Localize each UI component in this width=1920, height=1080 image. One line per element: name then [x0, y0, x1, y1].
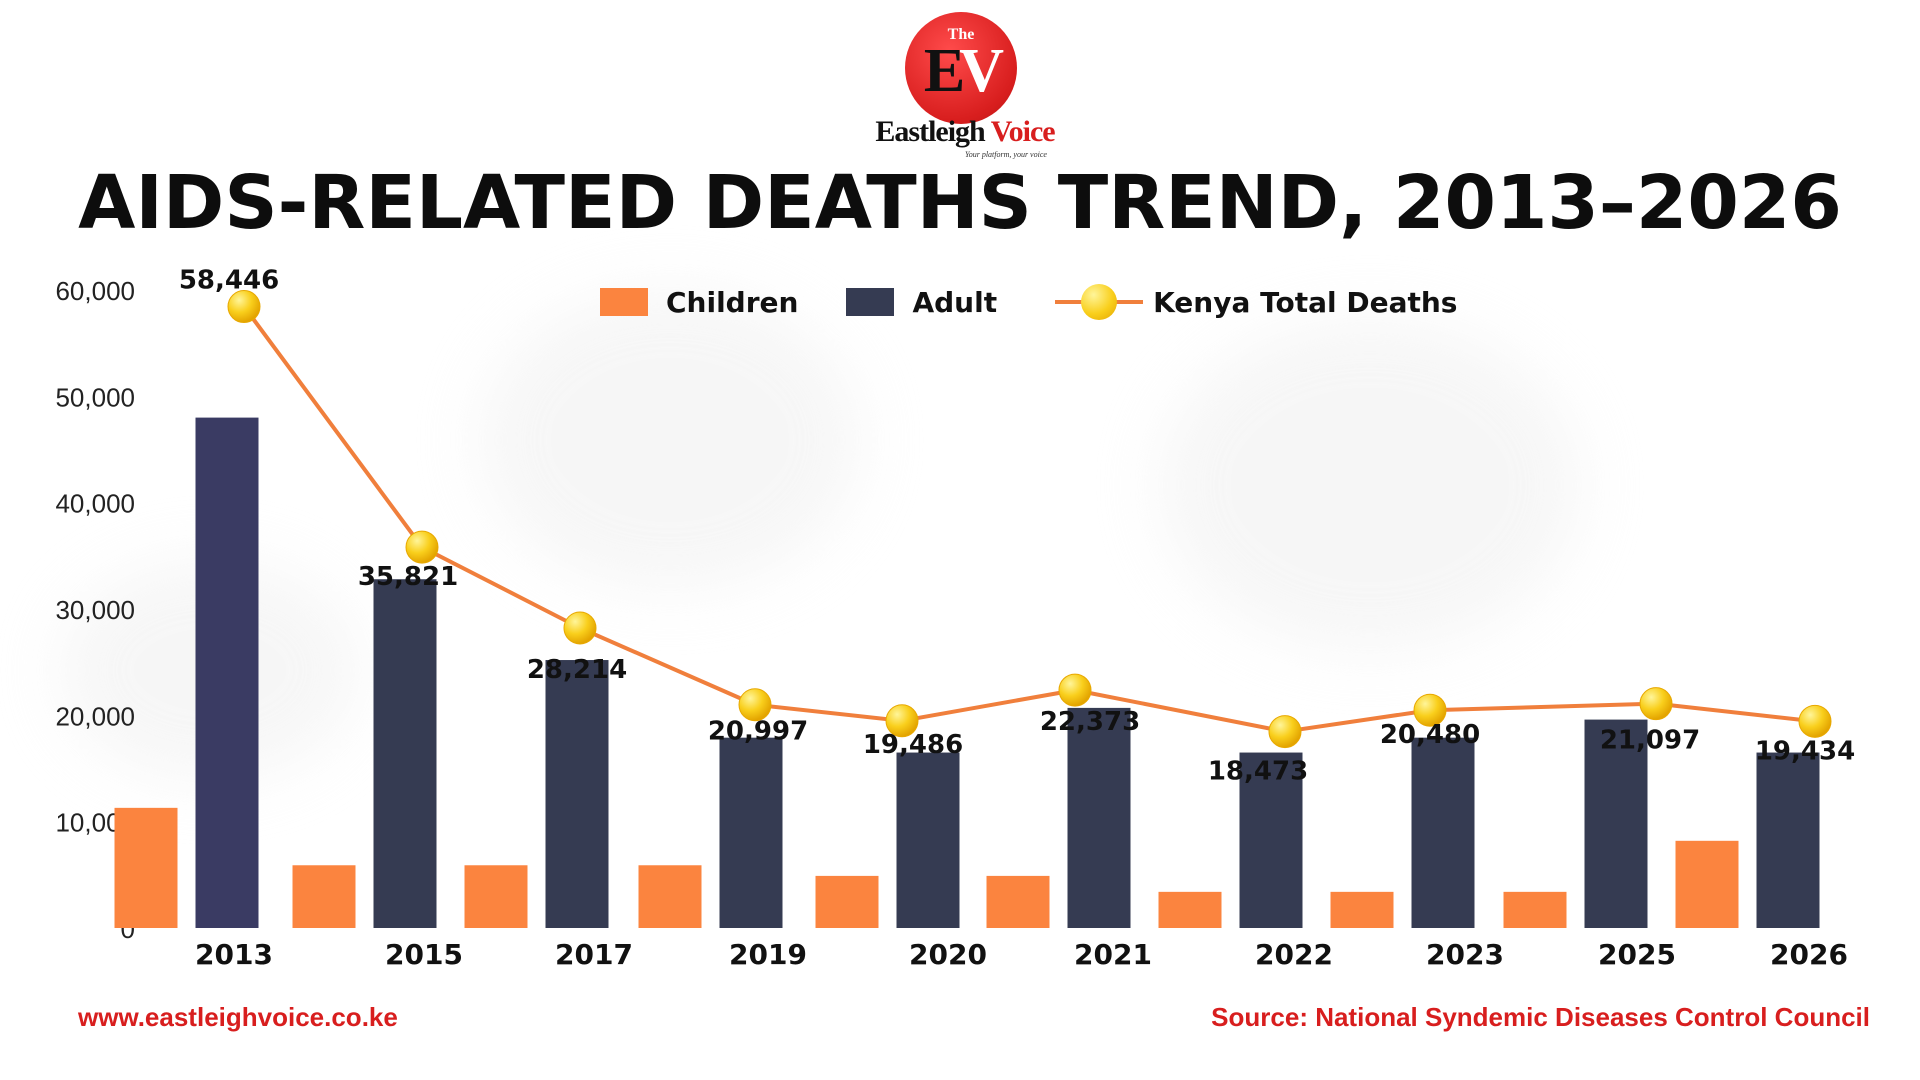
chart-title: AIDS-RELATED DEATHS TREND, 2013–2026: [78, 160, 1842, 246]
total-deaths-marker: [405, 530, 439, 564]
children-bar: [638, 865, 702, 928]
children-bar: [1675, 840, 1739, 928]
children-bar: [1330, 891, 1394, 928]
y-tick-label: 40,000: [55, 489, 135, 519]
adult-bar: [545, 660, 609, 928]
legend-swatch-children: [600, 288, 648, 316]
adult-bar: [1584, 719, 1648, 928]
total-deaths-marker: [1413, 693, 1447, 727]
total-deaths-data-label: 22,373: [1040, 707, 1140, 737]
adult-bar: [1239, 752, 1303, 928]
children-bar: [292, 865, 356, 928]
x-tick-label: 2020: [909, 938, 987, 971]
x-tick-label: 2023: [1426, 938, 1504, 971]
logo-wordmark: Eastleigh Voice: [875, 115, 1055, 148]
adult-bar: [1411, 737, 1475, 928]
legend-line-marker: [1055, 282, 1144, 322]
legend-label: Kenya Total Deaths: [1153, 285, 1458, 319]
x-axis: 2013 2015 2017 2019 2020 2021 2022 2023 2025 2026: [195, 938, 1848, 971]
bars: [114, 417, 1820, 928]
total-deaths-line: 58,446 35,821 28,214 20,997 19,486 22,373 18,4…: [179, 266, 1855, 787]
legend-item-total: Kenya Total Deaths: [1055, 282, 1457, 322]
total-deaths-marker: [1268, 715, 1302, 749]
children-bar: [986, 875, 1050, 928]
website-link[interactable]: www.eastleighvoice.co.ke: [78, 1002, 398, 1032]
background-decoration: [480, 290, 860, 590]
legend-swatch-adult: [846, 288, 895, 316]
legend-label: Adult: [912, 285, 998, 319]
total-deaths-marker: [1639, 687, 1673, 721]
logo-the-text: The: [947, 26, 975, 43]
adult-bar: [719, 737, 783, 928]
logo-ev-monogram: EV: [923, 37, 1004, 105]
total-deaths-data-label: 20,997: [708, 717, 808, 747]
adult-bar: [1756, 752, 1820, 928]
chart-legend: Children Adult Kenya Total Deaths: [600, 282, 1505, 322]
total-deaths-data-label: 28,214: [527, 655, 627, 685]
adult-bar: [896, 752, 960, 928]
total-deaths-marker: [563, 611, 597, 645]
x-tick-label: 2025: [1598, 938, 1676, 971]
eastleigh-voice-logo: The EV Eastleigh Voice Your platform, yo…: [870, 12, 1060, 159]
total-deaths-marker: [227, 290, 261, 324]
total-deaths-polyline: [242, 305, 1816, 734]
total-deaths-data-label: 18,473: [1208, 757, 1308, 787]
legend-item-children: Children: [600, 286, 798, 319]
total-deaths-data-label: 35,821: [358, 562, 458, 592]
total-deaths-data-label: 21,097: [1600, 726, 1700, 756]
total-deaths-data-label: 19,486: [863, 730, 963, 760]
x-tick-label: 2021: [1074, 938, 1152, 971]
adult-bar: [195, 417, 259, 928]
children-bar: [1158, 891, 1222, 928]
children-bar: [464, 865, 528, 928]
x-tick-label: 2013: [195, 938, 273, 971]
total-deaths-marker: [1058, 673, 1092, 707]
source-note: Source: National Syndemic Diseases Contr…: [1211, 1002, 1870, 1032]
x-tick-label: 2015: [385, 938, 463, 971]
y-tick-label: 30,000: [55, 595, 135, 625]
y-tick-label: 60,000: [55, 276, 135, 306]
logo-tagline: Your platform, your voice: [965, 150, 1047, 159]
x-tick-label: 2022: [1255, 938, 1333, 971]
x-tick-label: 2019: [729, 938, 807, 971]
total-deaths-marker: [1798, 704, 1832, 738]
background-decoration: [1160, 320, 1580, 650]
x-tick-label: 2017: [555, 938, 633, 971]
total-deaths-data-label: 58,446: [179, 266, 279, 296]
legend-item-adult: Adult: [846, 286, 997, 319]
y-tick-label: 50,000: [55, 382, 135, 412]
total-deaths-data-label: 20,480: [1380, 720, 1480, 750]
legend-label: Children: [666, 285, 799, 319]
total-deaths-marker: [885, 704, 919, 738]
children-bar: [114, 807, 178, 928]
total-deaths-data-label: 19,434: [1755, 736, 1855, 766]
adult-bar: [373, 579, 437, 928]
total-deaths-marker: [738, 688, 772, 722]
y-tick-label: 20,000: [55, 701, 135, 731]
x-tick-label: 2026: [1770, 938, 1848, 971]
adult-bar: [1067, 707, 1131, 928]
children-bar: [815, 875, 879, 928]
children-bar: [1503, 891, 1567, 928]
logo-emblem: The EV: [905, 12, 1017, 124]
